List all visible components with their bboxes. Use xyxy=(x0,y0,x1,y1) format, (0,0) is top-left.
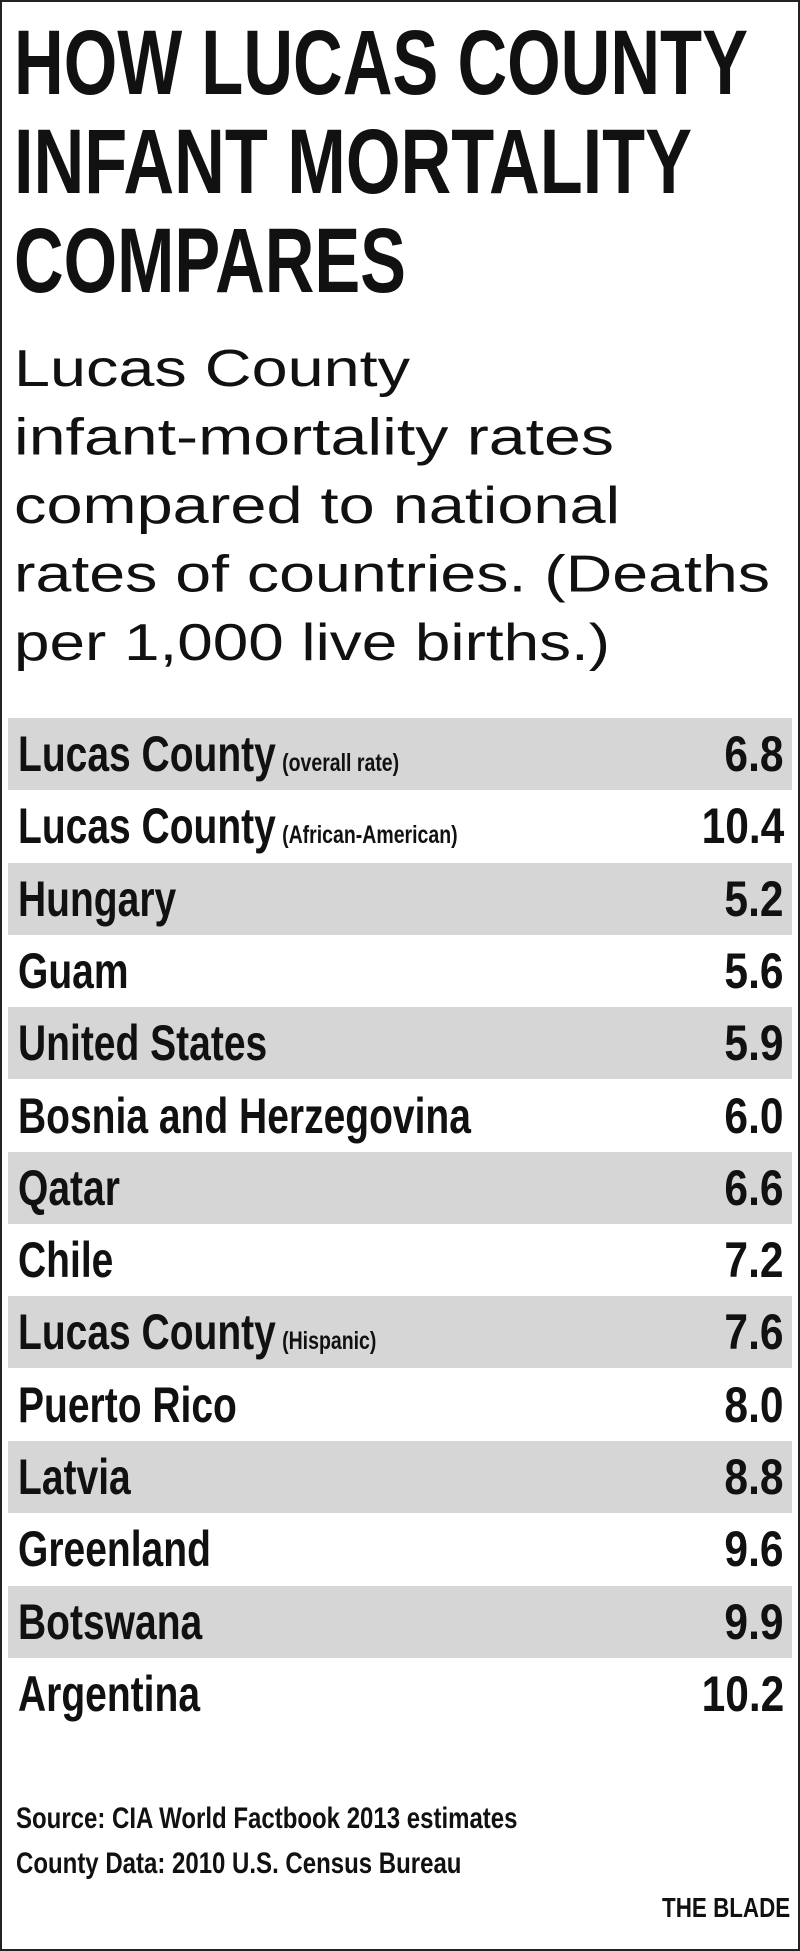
row-label: Hungary xyxy=(18,871,176,927)
title-line: HOW LUCAS COUNTY xyxy=(14,12,748,114)
row-name: United States xyxy=(18,1015,268,1072)
table-row: Lucas County (African-American) 10.4 xyxy=(8,790,792,862)
row-name: Puerto Rico xyxy=(18,1376,237,1433)
row-name: Qatar xyxy=(18,1159,120,1216)
table-row: Greenland 9.6 xyxy=(8,1513,792,1585)
row-value: 8.8 xyxy=(724,1449,784,1505)
row-value: 10.2 xyxy=(701,1665,784,1722)
row-value: 9.6 xyxy=(724,1521,784,1578)
table-row: Chile 7.2 xyxy=(8,1224,792,1296)
subtitle-line: Lucas County xyxy=(14,340,410,398)
table-row: Argentina 10.2 xyxy=(8,1658,792,1730)
row-label: Lucas County (African-American) xyxy=(18,798,458,863)
row-value: 7.2 xyxy=(724,1232,784,1289)
title-line: INFANT MORTALITY xyxy=(14,111,692,213)
subtitle-line: rates of countries. (Deaths xyxy=(14,546,770,604)
row-value: 5.9 xyxy=(724,1015,784,1072)
row-label: Guam xyxy=(18,943,129,999)
table-row: Qatar 6.6 xyxy=(8,1151,792,1224)
row-name: Greenland xyxy=(18,1521,211,1578)
row-label: Qatar xyxy=(18,1160,120,1216)
row-name: Hungary xyxy=(18,870,177,927)
row-label: Latvia xyxy=(18,1449,131,1505)
row-label: Lucas County (overall rate) xyxy=(18,726,399,791)
row-name: Latvia xyxy=(18,1449,131,1505)
subtitle-line: compared to national xyxy=(14,477,620,535)
table-row: Lucas County (overall rate) 6.8 xyxy=(8,718,792,790)
row-name: Argentina xyxy=(18,1665,201,1722)
source: Source: CIA World Factbook 2013 estimate… xyxy=(16,1802,518,1835)
row-label: United States xyxy=(18,1015,267,1071)
row-value: 8.0 xyxy=(724,1376,784,1433)
table-row: Botswana 9.9 xyxy=(8,1585,792,1658)
table-row: Bosnia and Herzegovina 6.0 xyxy=(8,1080,792,1152)
row-value: 9.9 xyxy=(724,1593,784,1650)
title-line: COMPARES xyxy=(14,210,406,312)
subtitle-line: infant-mortality rates xyxy=(14,409,614,467)
row-value: 10.4 xyxy=(701,798,784,855)
row-name: Lucas County xyxy=(18,726,276,782)
row-label: Botswana xyxy=(18,1594,202,1650)
table-row: Puerto Rico 8.0 xyxy=(8,1369,792,1441)
row-label: Argentina xyxy=(18,1666,200,1722)
row-value: 6.6 xyxy=(724,1159,784,1216)
row-value: 6.0 xyxy=(724,1087,784,1144)
table-row: Hungary 5.2 xyxy=(8,862,792,935)
row-value: 6.8 xyxy=(724,726,784,782)
row-name: Botswana xyxy=(18,1593,203,1650)
row-value: 5.2 xyxy=(724,870,784,927)
row-name: Lucas County xyxy=(18,798,276,855)
table-row: Latvia 8.8 xyxy=(8,1441,792,1513)
row-name: Bosnia and Herzegovina xyxy=(18,1087,471,1144)
row-value: 7.6 xyxy=(724,1304,784,1361)
row-label: Puerto Rico xyxy=(18,1377,237,1433)
table-row: United States 5.9 xyxy=(8,1007,792,1080)
row-label: Lucas County (Hispanic) xyxy=(18,1304,376,1369)
row-qualifier: (overall rate) xyxy=(282,749,400,777)
row-label: Chile xyxy=(18,1232,113,1288)
subtitle-line: per 1,000 live births.) xyxy=(14,614,610,672)
row-label: Greenland xyxy=(18,1521,211,1577)
row-name: Chile xyxy=(18,1232,114,1289)
source: County Data: 2010 U.S. Census Bureau xyxy=(16,1847,462,1880)
table-row: Lucas County (Hispanic) 7.6 xyxy=(8,1296,792,1369)
row-qualifier: (African-American) xyxy=(282,821,458,850)
row-value: 5.6 xyxy=(724,942,784,999)
table-row: Guam 5.6 xyxy=(8,935,792,1007)
row-name: Guam xyxy=(18,942,129,999)
row-qualifier: (Hispanic) xyxy=(282,1327,377,1356)
row-name: Lucas County xyxy=(18,1304,276,1361)
credit: THE BLADE xyxy=(661,1892,790,1923)
row-label: Bosnia and Herzegovina xyxy=(18,1088,471,1144)
